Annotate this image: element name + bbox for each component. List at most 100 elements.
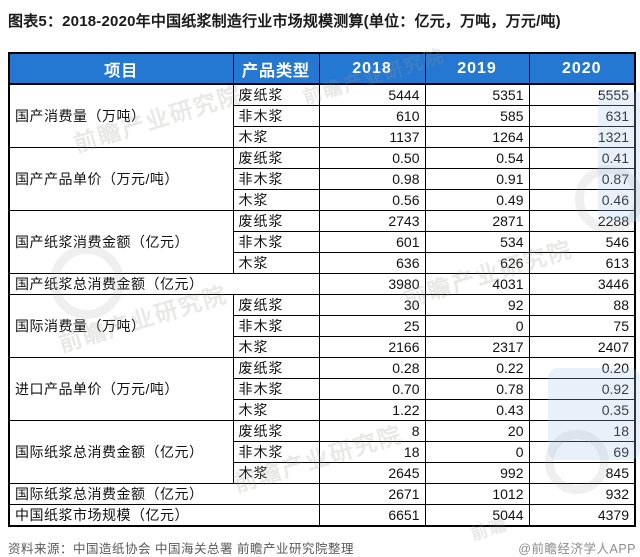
- value-cell-2019: 0: [424, 315, 530, 337]
- value-cell-2018: 601: [318, 231, 426, 253]
- value-cell-2020: 0.46: [528, 189, 636, 211]
- item-label-cell: 国产纸浆消费金额（亿元）: [8, 210, 234, 274]
- item-label-cell: 国际纸浆总消费金额（亿元）: [8, 420, 234, 484]
- value-cell-2020: 2407: [528, 336, 636, 358]
- table-header-row: 项目 产品类型 2018 2019 2020: [8, 52, 636, 85]
- item-label-cell: 中国纸浆市场规模（亿元）: [8, 504, 320, 527]
- value-cell-2020: 5555: [528, 83, 636, 106]
- table-row: 木浆 2645 992 845: [9, 462, 636, 484]
- value-cell-2018: 0.70: [318, 378, 426, 400]
- product-type-cell: 废纸浆: [232, 420, 320, 442]
- value-cell-2018: 0.50: [318, 147, 426, 169]
- table-row: 国际纸浆总消费金额（亿元） 废纸浆 8 20 18: [8, 420, 636, 484]
- value-cell-2018: 6651: [318, 504, 426, 527]
- value-cell-2020: 69: [528, 441, 636, 463]
- value-cell-2020: 75: [528, 315, 636, 337]
- value-cell-2019: 0: [424, 441, 530, 463]
- value-cell-2020: 631: [528, 105, 636, 127]
- value-cell-2018: 1137: [318, 126, 426, 148]
- product-type-cell: 废纸浆: [232, 357, 320, 379]
- table-row: 木浆 1.22 0.43 0.35: [9, 399, 636, 421]
- value-cell-2018: 30: [318, 294, 426, 316]
- value-cell-2018: 2645: [318, 462, 426, 484]
- value-cell-2018: 2743: [318, 210, 426, 232]
- value-cell-2019: 585: [424, 105, 530, 127]
- item-label-cell: 国际纸浆总消费金额（亿元）: [8, 483, 320, 505]
- value-cell-2020: 0.20: [528, 357, 636, 379]
- value-cell-2020: 3446: [528, 273, 636, 295]
- column-header-2: 2018: [318, 52, 426, 85]
- value-cell-2019: 92: [424, 294, 530, 316]
- value-cell-2018: 25: [318, 315, 426, 337]
- product-type-cell: 木浆: [232, 126, 320, 148]
- product-type-cell: 非木浆: [232, 315, 320, 337]
- value-cell-2020: 845: [528, 462, 636, 484]
- value-cell-2019: 2871: [424, 210, 530, 232]
- item-label-cell: 国际消费量（万吨）: [8, 294, 234, 358]
- column-header-3: 2019: [424, 52, 530, 85]
- value-cell-2018: 610: [318, 105, 426, 127]
- table-row: 国产纸浆消费金额（亿元） 废纸浆 2743 2871 2288: [8, 210, 636, 274]
- value-cell-2020: 2288: [528, 210, 636, 232]
- column-header-4: 2020: [528, 52, 636, 85]
- value-cell-2020: 0.92: [528, 378, 636, 400]
- value-cell-2018: 3980: [318, 273, 426, 295]
- value-cell-2019: 0.43: [424, 399, 530, 421]
- value-cell-2019: 534: [424, 231, 530, 253]
- table-row: 木浆 636 626 613: [9, 252, 636, 274]
- value-cell-2019: 992: [424, 462, 530, 484]
- value-cell-2018: 636: [318, 252, 426, 274]
- footer: 资料来源：中国造纸协会 中国海关总署 前瞻产业研究院整理 @前瞻经济学人APP: [8, 538, 636, 557]
- product-type-cell: 木浆: [232, 252, 320, 274]
- table-row: 木浆 0.56 0.49 0.46: [9, 189, 636, 211]
- value-cell-2020: 0.87: [528, 168, 636, 190]
- value-cell-2019: 0.54: [424, 147, 530, 169]
- value-cell-2018: 0.98: [318, 168, 426, 190]
- page-title: 图表5：2018-2020年中国纸浆制造行业市场规模测算(单位：亿元，万吨，万元…: [8, 13, 561, 30]
- value-cell-2019: 1012: [424, 483, 530, 505]
- product-type-cell: 非木浆: [232, 105, 320, 127]
- product-type-cell: 非木浆: [232, 231, 320, 253]
- value-cell-2018: 18: [318, 441, 426, 463]
- value-cell-2019: 0.49: [424, 189, 530, 211]
- value-cell-2018: 0.28: [318, 357, 426, 379]
- value-cell-2020: 18: [528, 420, 636, 442]
- value-cell-2019: 0.78: [424, 378, 530, 400]
- product-type-cell: 废纸浆: [232, 147, 320, 169]
- value-cell-2020: 4379: [528, 504, 636, 527]
- value-cell-2020: 546: [528, 231, 636, 253]
- item-label-cell: 进口产品单价（万元/吨）: [8, 357, 234, 421]
- table-row: 进口产品单价（万元/吨） 废纸浆 0.28 0.22 0.20: [8, 357, 636, 421]
- market-size-table: 项目 产品类型 2018 2019 2020 国产消费量（万吨） 废纸浆 5444 5351 5…: [8, 52, 636, 527]
- table-row: 非木浆 0.70 0.78 0.92: [9, 378, 636, 400]
- attribution: @前瞻经济学人APP: [518, 542, 636, 556]
- table-row: 非木浆 601 534 546: [9, 231, 636, 253]
- table-row: 国际消费量（万吨） 废纸浆 30 92 88: [8, 294, 636, 358]
- value-cell-2018: 2671: [318, 483, 426, 505]
- value-cell-2019: 0.22: [424, 357, 530, 379]
- value-cell-2018: 2166: [318, 336, 426, 358]
- value-cell-2020: 88: [528, 294, 636, 316]
- value-cell-2019: 0.91: [424, 168, 530, 190]
- product-type-cell: 非木浆: [232, 378, 320, 400]
- value-cell-2019: 5044: [424, 504, 530, 527]
- product-type-cell: 木浆: [232, 336, 320, 358]
- column-header-0: 项目: [8, 52, 234, 85]
- table-row: 国产消费量（万吨） 废纸浆 5444 5351 5555: [8, 83, 636, 148]
- column-header-1: 产品类型: [232, 52, 320, 85]
- table-row: 非木浆 0.98 0.91 0.87: [9, 168, 636, 190]
- value-cell-2019: 5351: [424, 83, 530, 106]
- value-cell-2020: 1321: [528, 126, 636, 148]
- value-cell-2018: 1.22: [318, 399, 426, 421]
- value-cell-2020: 932: [528, 483, 636, 505]
- value-cell-2019: 626: [424, 252, 530, 274]
- table-row: 非木浆 18 0 69: [9, 441, 636, 463]
- table-row: 非木浆 25 0 75: [9, 315, 636, 337]
- value-cell-2018: 8: [318, 420, 426, 442]
- value-cell-2020: 0.35: [528, 399, 636, 421]
- value-cell-2020: 613: [528, 252, 636, 274]
- item-label-cell: 国产纸浆总消费金额（亿元）: [8, 273, 320, 295]
- product-type-cell: 废纸浆: [232, 83, 320, 106]
- value-cell-2018: 0.56: [318, 189, 426, 211]
- value-cell-2019: 2317: [424, 336, 530, 358]
